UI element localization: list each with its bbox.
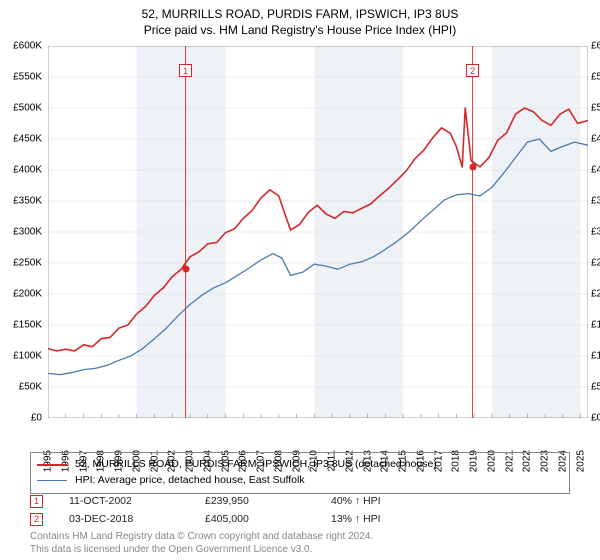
y-tick-label: £450K	[13, 134, 42, 145]
event-price-2: £405,000	[205, 513, 305, 525]
event-row-2: 2 03-DEC-2018 £405,000 13% ↑ HPI	[30, 510, 451, 528]
legend-swatch-1	[37, 464, 67, 466]
event-marker-2: 2	[30, 513, 43, 526]
y-tick-label: £600K	[13, 41, 42, 52]
y-tick-label: £0	[31, 413, 42, 424]
y-tick-label-right: £450K	[591, 134, 600, 145]
title-block: 52, MURRILLS ROAD, PURDIS FARM, IPSWICH,…	[0, 0, 600, 38]
legend-label-1: 52, MURRILLS ROAD, PURDIS FARM, IPSWICH,…	[75, 457, 437, 473]
footer: Contains HM Land Registry data © Crown c…	[30, 530, 373, 556]
footer-line2: This data is licensed under the Open Gov…	[30, 543, 373, 556]
y-tick-label: £300K	[13, 227, 42, 238]
y-tick-label: £350K	[13, 196, 42, 207]
event-date-2: 03-DEC-2018	[69, 513, 179, 525]
event-note-1: 40% ↑ HPI	[331, 495, 451, 507]
event-num-2: 2	[34, 514, 39, 524]
y-tick-label-right: £500K	[591, 103, 600, 114]
y-tick-label: £550K	[13, 72, 42, 83]
event-table: 1 11-OCT-2002 £239,950 40% ↑ HPI 2 03-DE…	[30, 492, 451, 528]
y-tick-label: £200K	[13, 289, 42, 300]
chart-event-marker: 1	[179, 64, 192, 77]
event-price-1: £239,950	[205, 495, 305, 507]
y-tick-label: £250K	[13, 258, 42, 269]
event-date-1: 11-OCT-2002	[69, 495, 179, 507]
y-tick-label-right: £50K	[591, 382, 600, 393]
y-tick-label: £50K	[19, 382, 42, 393]
y-tick-label-right: £0	[591, 413, 600, 424]
y-tick-label-right: £600K	[591, 41, 600, 52]
event-num-1: 1	[34, 496, 39, 506]
legend-swatch-2	[37, 480, 67, 482]
y-tick-label: £400K	[13, 165, 42, 176]
event-marker-1: 1	[30, 495, 43, 508]
y-axis-left: £0£50K£100K£150K£200K£250K£300K£350K£400…	[0, 46, 45, 418]
chart-event-dot	[182, 266, 189, 273]
x-axis: 1995199619971998199920002001200220032004…	[48, 420, 588, 450]
y-tick-label: £100K	[13, 351, 42, 362]
event-row-1: 1 11-OCT-2002 £239,950 40% ↑ HPI	[30, 492, 451, 510]
legend-row-series1: 52, MURRILLS ROAD, PURDIS FARM, IPSWICH,…	[37, 457, 563, 473]
legend-row-series2: HPI: Average price, detached house, East…	[37, 473, 563, 489]
title-line1: 52, MURRILLS ROAD, PURDIS FARM, IPSWICH,…	[0, 6, 600, 22]
y-tick-label-right: £150K	[591, 320, 600, 331]
chart-container: 52, MURRILLS ROAD, PURDIS FARM, IPSWICH,…	[0, 0, 600, 560]
y-tick-label-right: £100K	[591, 351, 600, 362]
y-tick-label-right: £200K	[591, 289, 600, 300]
title-line2: Price paid vs. HM Land Registry's House …	[0, 22, 600, 38]
y-axis-right: £0£50K£100K£150K£200K£250K£300K£350K£400…	[588, 46, 600, 418]
y-tick-label-right: £300K	[591, 227, 600, 238]
chart-svg	[48, 46, 588, 418]
y-tick-label-right: £350K	[591, 196, 600, 207]
x-tick-label: 2025	[575, 450, 586, 472]
chart-plot-area: 12	[48, 46, 588, 418]
chart-event-marker: 2	[466, 64, 479, 77]
y-tick-label-right: £250K	[591, 258, 600, 269]
y-tick-label: £500K	[13, 103, 42, 114]
y-tick-label: £150K	[13, 320, 42, 331]
footer-line1: Contains HM Land Registry data © Crown c…	[30, 530, 373, 543]
y-tick-label-right: £550K	[591, 72, 600, 83]
y-tick-label-right: £400K	[591, 165, 600, 176]
chart-event-dot	[469, 163, 476, 170]
legend-label-2: HPI: Average price, detached house, East…	[75, 473, 305, 489]
legend: 52, MURRILLS ROAD, PURDIS FARM, IPSWICH,…	[30, 452, 570, 494]
event-note-2: 13% ↑ HPI	[331, 513, 451, 525]
